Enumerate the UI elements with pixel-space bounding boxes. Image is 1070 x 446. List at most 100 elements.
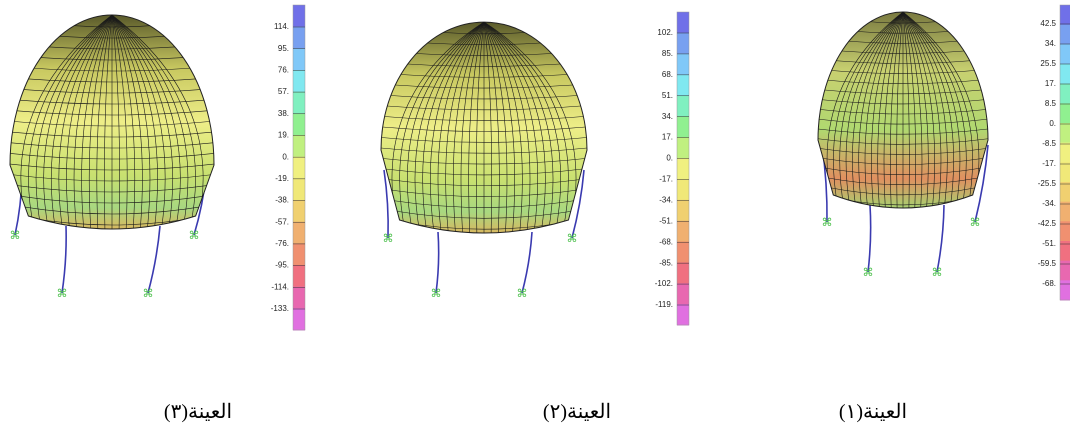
colorbar-segment (677, 304, 689, 325)
support-leg (384, 170, 388, 238)
panel: ⌘ ⌘ ⌘ ⌘ 42.5 34. 25.5 17. 8.5 0. -8.5 -17. -25.5 -34.… (818, 5, 1070, 423)
scale-label: -51. (1042, 239, 1056, 248)
support-leg (148, 226, 160, 293)
scale-label: -68. (659, 237, 673, 246)
colorbar-segment (1060, 162, 1070, 182)
support-leg (868, 205, 871, 272)
panel-caption: العينة(١) (839, 401, 907, 423)
panel-caption: العينة(٢) (543, 401, 611, 423)
scale-label: -133. (271, 304, 289, 313)
colorbar-segment (677, 179, 689, 200)
scale-label: -102. (655, 279, 673, 288)
support-marker: ⌘ (863, 266, 874, 279)
colorbar-segment (677, 75, 689, 96)
colorbar-segment (677, 283, 689, 304)
scale-label: -25.5 (1038, 179, 1057, 188)
colorbar-segment (677, 12, 689, 33)
support-marker: ⌘ (10, 229, 21, 242)
scale-label: 34. (1045, 39, 1056, 48)
colorbar-segment (1060, 25, 1070, 45)
support-marker: ⌘ (189, 229, 200, 242)
figure: ⌘⌘⌘⌘114.95.76.57.38.19.0.-19.-38.-57.-76… (0, 0, 1070, 446)
scale-label: 38. (278, 109, 289, 118)
colorbar-segment (677, 221, 689, 242)
panel-caption: العينة(٣) (164, 401, 232, 423)
colorbar-segment (1060, 280, 1070, 300)
colorbar-segment (677, 54, 689, 75)
scale-label: -8.5 (1042, 139, 1056, 148)
scale-label: 57. (278, 87, 289, 96)
scale-label: -34. (659, 195, 673, 204)
colorbar-segment (1060, 221, 1070, 241)
colorbar-segment (293, 48, 305, 70)
colorbar-segment (293, 5, 305, 27)
scale-label: -76. (275, 239, 289, 248)
scale-label: -42.5 (1038, 219, 1057, 228)
scale-label: -38. (275, 196, 289, 205)
support-marker: ⌘ (143, 287, 154, 300)
colorbar-segment (677, 137, 689, 158)
colorbar-segment (293, 113, 305, 135)
support-leg (522, 232, 532, 293)
colorbar-segment (293, 135, 305, 157)
scale-label: 102. (657, 28, 673, 37)
scale-label: 8.5 (1045, 99, 1057, 108)
colorbar-segment (293, 157, 305, 179)
scale-label: 17. (662, 133, 673, 142)
scale-label: -59.5 (1038, 259, 1057, 268)
support-marker: ⌘ (431, 287, 442, 300)
scale-label: -17. (1042, 159, 1056, 168)
panel: ⌘ ⌘ ⌘ ⌘ 102. 85. 68. 51. 34. 17. 0. -17. -34. -51. -68… (381, 12, 689, 423)
scale-label: 25.5 (1040, 59, 1056, 68)
support-marker: ⌘ (970, 216, 981, 229)
scale-label: 42.5 (1040, 19, 1056, 28)
scale-label: -17. (659, 175, 673, 184)
scale-label: -85. (659, 258, 673, 267)
colorbar-segment (1060, 123, 1070, 143)
colorbar-segment (677, 33, 689, 54)
scale-label: 51. (662, 91, 673, 100)
support-marker: ⌘ (383, 232, 394, 245)
scale-label: 0. (666, 154, 673, 163)
scale-label: 0. (1049, 119, 1056, 128)
scale-label: 34. (662, 112, 673, 121)
support-marker: ⌘ (822, 216, 833, 229)
scale-label: -51. (659, 216, 673, 225)
colorbar-segment (677, 200, 689, 221)
colorbar-segment (293, 70, 305, 92)
scale-label: -57. (275, 217, 289, 226)
scale-label: 0. (282, 152, 289, 161)
scale-label: 68. (662, 70, 673, 79)
colorbar-segment (677, 158, 689, 179)
colorbar-segment (1060, 5, 1070, 25)
colorbar-segment (293, 308, 305, 330)
scale-label: 76. (278, 65, 289, 74)
colorbar-segment (1060, 261, 1070, 281)
colorbar-segment (677, 116, 689, 137)
colorbar-segment (293, 243, 305, 265)
colorbar-segment (1060, 103, 1070, 123)
scale-label: -34. (1042, 199, 1056, 208)
panel: ⌘⌘⌘⌘114.95.76.57.38.19.0.-19.-38.-57.-76… (10, 5, 306, 423)
colorbar-segment (677, 262, 689, 283)
scale-label: -114. (271, 282, 289, 291)
scale-label: 17. (1045, 79, 1056, 88)
scale-label: 85. (662, 49, 673, 58)
support-marker: ⌘ (932, 266, 943, 279)
colorbar-segment (677, 242, 689, 263)
colorbar-segment (1060, 44, 1070, 64)
colorbar-segment (293, 92, 305, 114)
colorbar-segment (1060, 84, 1070, 104)
colorbar-segment (293, 200, 305, 222)
colorbar-segment (1060, 182, 1070, 202)
colorbar-segment (293, 222, 305, 244)
support-marker: ⌘ (57, 287, 68, 300)
colorbar-segment (1060, 202, 1070, 222)
scale-label: 19. (278, 131, 289, 140)
scale-label: -68. (1042, 279, 1056, 288)
support-marker: ⌘ (517, 287, 528, 300)
support-marker: ⌘ (567, 232, 578, 245)
support-leg (62, 226, 66, 293)
colorbar-segment (293, 287, 305, 309)
colorbar-segment (1060, 64, 1070, 84)
